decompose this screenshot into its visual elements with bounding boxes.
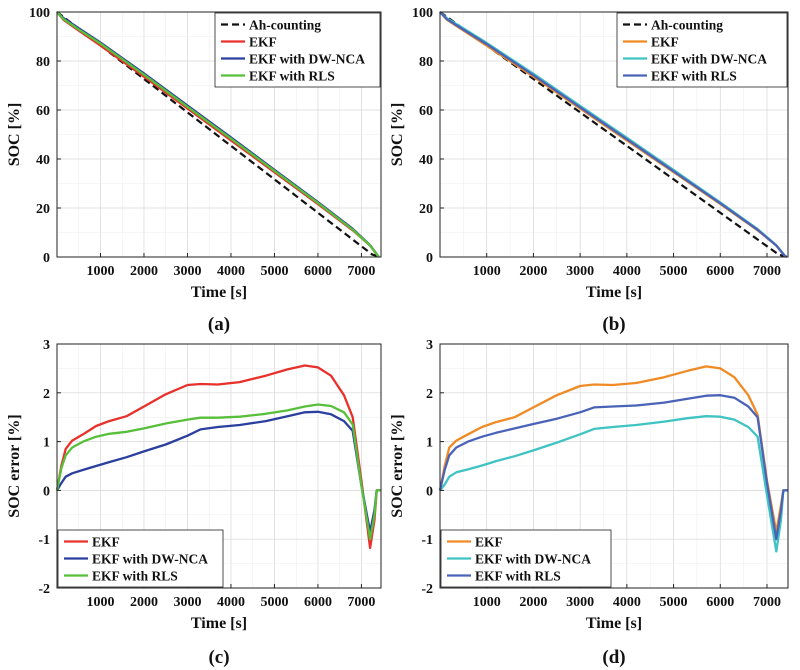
y-tick-label: 20	[36, 202, 50, 217]
y-axis-label: SOC error [%]	[389, 414, 406, 517]
y-tick-label: 40	[36, 153, 50, 168]
x-tick-label: 7000	[753, 595, 781, 610]
legend-entry: EKF with RLS	[92, 569, 178, 584]
legend-entry: Ah-counting	[249, 18, 321, 33]
legend-entry: EKF with DW-NCA	[651, 52, 767, 67]
y-tick-label: 100	[412, 6, 433, 21]
panel-label: (a)	[208, 314, 230, 335]
x-tick-label: 5000	[660, 264, 688, 279]
legend-entry: EKF	[249, 35, 277, 50]
plot-frame	[439, 11, 789, 258]
y-axis-label: SOC error [%]	[6, 414, 23, 517]
legend-entry: EKF	[651, 35, 679, 50]
legend: EKF EKF with DW-NCA EKF with RLS	[440, 529, 612, 588]
x-tick-label: 4000	[613, 264, 641, 279]
x-tick-label: 6000	[304, 264, 332, 279]
x-tick-label: 2000	[519, 595, 547, 610]
x-tick-label: 4000	[613, 595, 641, 610]
y-tick-label: 2	[426, 387, 433, 402]
x-tick-label: 5000	[260, 595, 288, 610]
y-tick-label: 80	[36, 55, 50, 70]
plot-frame	[439, 343, 789, 589]
series-line-2	[439, 415, 788, 553]
legend-entry: EKF with DW-NCA	[475, 552, 591, 567]
y-tick-label: 1	[426, 436, 433, 451]
legend: Ah-counting EKF EKF with DW-NCA EKF with RL…	[616, 12, 788, 88]
x-tick-label: 7000	[347, 264, 375, 279]
x-tick-label: 3000	[566, 595, 594, 610]
legend-entry: EKF with RLS	[651, 69, 737, 84]
y-tick-label: -1	[38, 533, 50, 548]
y-tick-label: 1	[43, 436, 50, 451]
x-tick-label: 1000	[473, 595, 501, 610]
x-tick-label: 3000	[173, 595, 201, 610]
y-tick-label: 60	[36, 104, 50, 119]
y-axis-label: SOC [%]	[6, 103, 23, 167]
y-tick-label: 3	[426, 338, 433, 353]
x-tick-label: 2000	[130, 595, 158, 610]
x-tick-label: 1000	[86, 595, 114, 610]
x-axis-label: Time [s]	[191, 284, 247, 301]
y-tick-label: 0	[426, 251, 433, 266]
panel-label: (d)	[602, 647, 625, 668]
x-tick-label: 1000	[86, 264, 114, 279]
y-tick-label: 3	[43, 338, 50, 353]
legend-entry: EKF with DW-NCA	[92, 552, 208, 567]
panel-label: (c)	[208, 647, 229, 668]
y-tick-label: 20	[419, 202, 433, 217]
series-line-3	[55, 403, 381, 541]
x-tick-label: 5000	[260, 264, 288, 279]
legend-entry: EKF with DW-NCA	[249, 52, 365, 67]
x-tick-label: 1000	[473, 264, 501, 279]
plot-frame	[56, 11, 382, 258]
plot-frame	[56, 343, 382, 589]
x-tick-label: 4000	[217, 264, 245, 279]
y-tick-label: 0	[43, 251, 50, 266]
y-tick-label: 80	[419, 55, 433, 70]
x-tick-label: 5000	[660, 595, 688, 610]
chart-panel-3: 1000 2000 3000 4000 5000 6000 7000 -2 -1 0 1 2 3 Time…	[6, 338, 382, 668]
x-tick-label: 6000	[706, 595, 734, 610]
x-tick-label: 2000	[130, 264, 158, 279]
chart-panel-1: 1000 2000 3000 4000 5000 6000 7000 0 20 40 60 80 100…	[6, 6, 382, 335]
x-tick-label: 3000	[566, 264, 594, 279]
y-tick-label: 0	[43, 484, 50, 499]
x-tick-label: 7000	[347, 595, 375, 610]
y-tick-label: -1	[421, 533, 433, 548]
series-line-4	[56, 11, 380, 258]
legend: EKF EKF with DW-NCA EKF with RLS	[57, 529, 224, 588]
x-tick-label: 6000	[706, 264, 734, 279]
x-axis-label: Time [s]	[191, 615, 247, 632]
x-tick-label: 2000	[519, 264, 547, 279]
y-tick-label: 60	[419, 104, 433, 119]
panel-label: (b)	[602, 314, 625, 335]
y-tick-label: 2	[43, 387, 50, 402]
series-line-1	[56, 11, 382, 259]
x-tick-label: 3000	[173, 264, 201, 279]
x-tick-label: 6000	[304, 595, 332, 610]
x-tick-label: 7000	[753, 264, 781, 279]
chart-panel-2: 1000 2000 3000 4000 5000 6000 7000 0 20 40 60 80 100…	[389, 6, 789, 335]
x-axis-label: Time [s]	[586, 284, 642, 301]
y-tick-label: 0	[426, 484, 433, 499]
series-line-3	[438, 394, 788, 541]
legend-entry: EKF with RLS	[475, 569, 561, 584]
legend-entry: Ah-counting	[651, 18, 723, 33]
y-tick-label: -2	[421, 582, 433, 597]
series-line-4	[439, 11, 787, 258]
y-axis-label: SOC [%]	[389, 103, 406, 167]
x-axis-label: Time [s]	[586, 615, 642, 632]
x-tick-label: 4000	[217, 595, 245, 610]
chart-panel-4: 1000 2000 3000 4000 5000 6000 7000 -2 -1 0 1 2 3 Time…	[389, 338, 789, 668]
y-tick-label: -2	[38, 582, 50, 597]
y-tick-label: 40	[419, 153, 433, 168]
legend-entry: EKF with RLS	[249, 69, 335, 84]
legend-entry: EKF	[475, 535, 503, 550]
legend: Ah-counting EKF EKF with DW-NCA EKF with RL…	[214, 12, 381, 88]
y-tick-label: 100	[29, 6, 50, 21]
legend-entry: EKF	[92, 535, 120, 550]
